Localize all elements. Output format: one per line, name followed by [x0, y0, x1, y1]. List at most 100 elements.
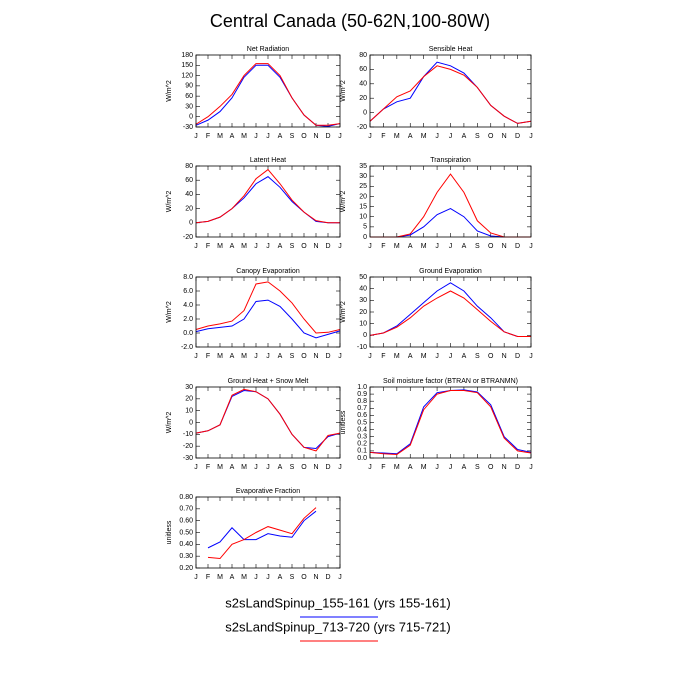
y-axis-label: W/m^2: [166, 191, 173, 213]
plot-frame: [369, 276, 532, 348]
y-tick-label: 0.3: [357, 434, 367, 441]
x-tick-label: F: [381, 353, 385, 360]
panel-title: Evaporative Fraction: [236, 488, 300, 495]
y-tick-label: 0.30: [179, 553, 193, 560]
x-tick-label: D: [515, 464, 520, 471]
y-tick-label: 0.20: [179, 565, 193, 572]
x-tick-label: J: [449, 243, 453, 250]
x-tick-label: J: [254, 464, 258, 471]
x-tick-label: J: [529, 133, 533, 140]
y-tick-label: 0.2: [357, 441, 367, 448]
y-tick-label: 5: [363, 224, 367, 231]
x-tick-label: D: [515, 133, 520, 140]
panel-title: Transpiration: [430, 157, 471, 164]
y-tick-label: 20: [359, 95, 367, 102]
x-tick-label: S: [290, 353, 295, 360]
x-tick-label: M: [241, 353, 247, 360]
x-tick-label: S: [475, 353, 480, 360]
x-tick-label: F: [206, 574, 210, 581]
x-tick-label: A: [230, 133, 235, 140]
data-line: [195, 168, 340, 224]
data-line: [207, 510, 317, 549]
x-tick-label: M: [394, 133, 400, 140]
panel-title: Ground Evaporation: [419, 268, 482, 275]
plot-frame: [195, 276, 341, 348]
x-tick-label: A: [462, 133, 467, 140]
x-tick-label: S: [475, 464, 480, 471]
y-tick-label: 150: [181, 62, 193, 69]
x-tick-label: A: [230, 243, 235, 250]
y-tick-label: 0.0: [183, 330, 193, 337]
x-tick-label: A: [278, 574, 283, 581]
y-tick-label: 20: [359, 309, 367, 316]
y-axis-label: W/m^2: [340, 80, 347, 102]
panel-title: Ground Heat + Snow Melt: [228, 378, 309, 385]
x-tick-label: M: [241, 133, 247, 140]
y-tick-label: 0.60: [179, 518, 193, 525]
x-tick-label: F: [381, 464, 385, 471]
y-tick-label: 30: [359, 297, 367, 304]
y-tick-label: 0: [189, 419, 193, 426]
x-tick-label: D: [515, 353, 520, 360]
x-tick-label: S: [290, 133, 295, 140]
y-tick-label: 35: [359, 163, 367, 170]
y-tick-label: 0: [363, 234, 367, 241]
y-tick-label: -20: [183, 234, 193, 241]
x-tick-label: M: [217, 464, 223, 471]
x-tick-label: O: [488, 243, 494, 250]
y-tick-label: 2.0: [183, 316, 193, 323]
y-tick-label: 1.0: [357, 384, 367, 391]
plot-frame: [369, 165, 532, 238]
y-tick-label: 60: [185, 177, 193, 184]
x-tick-label: N: [313, 353, 318, 360]
data-line: [370, 208, 531, 238]
x-tick-label: J: [194, 133, 198, 140]
x-tick-label: N: [502, 133, 507, 140]
panel-title: Soil moisture factor (BTRAN or BTRANMN): [383, 378, 518, 385]
x-tick-label: J: [338, 574, 342, 581]
x-tick-label: J: [266, 243, 270, 250]
x-tick-label: J: [254, 353, 258, 360]
plot-frame: [195, 386, 341, 459]
y-tick-label: 0: [363, 109, 367, 116]
x-tick-label: J: [338, 133, 342, 140]
y-tick-label: 120: [181, 72, 193, 79]
x-tick-label: M: [241, 574, 247, 581]
x-tick-label: M: [241, 464, 247, 471]
y-tick-label: 0.5: [357, 419, 367, 426]
y-tick-label: 0: [189, 114, 193, 121]
x-tick-label: J: [266, 133, 270, 140]
y-tick-label: 40: [359, 81, 367, 88]
x-tick-label: J: [194, 464, 198, 471]
x-tick-label: A: [278, 464, 283, 471]
y-tick-label: 0.70: [179, 506, 193, 513]
y-tick-label: 0: [189, 220, 193, 227]
y-tick-label: 0: [363, 332, 367, 339]
y-axis-label: W/m^2: [166, 301, 173, 323]
y-tick-label: 0.40: [179, 541, 193, 548]
y-tick-label: 20: [185, 205, 193, 212]
x-tick-label: J: [435, 464, 439, 471]
y-tick-label: 0.9: [357, 391, 367, 398]
x-tick-label: N: [502, 243, 507, 250]
y-tick-label: 50: [359, 274, 367, 281]
x-tick-label: A: [230, 353, 235, 360]
x-tick-label: N: [313, 464, 318, 471]
x-tick-label: F: [206, 464, 210, 471]
x-tick-label: J: [338, 464, 342, 471]
y-tick-label: -20: [183, 443, 193, 450]
x-tick-label: S: [475, 243, 480, 250]
data-line: [369, 61, 532, 124]
legend-label: s2sLandSpinup_155-161 (yrs 155-161): [225, 595, 451, 610]
x-tick-label: M: [217, 574, 223, 581]
legend-label: s2sLandSpinup_713-720 (yrs 715-721): [225, 619, 451, 634]
x-tick-label: J: [254, 574, 258, 581]
x-tick-label: N: [313, 133, 318, 140]
y-tick-label: 80: [359, 52, 367, 59]
y-tick-label: 0.7: [357, 405, 367, 412]
y-tick-label: 4.0: [183, 302, 193, 309]
y-tick-label: -20: [357, 124, 367, 131]
data-line: [207, 507, 317, 560]
figure-title: Central Canada (50-62N,100-80W): [210, 11, 490, 31]
y-tick-label: 10: [359, 321, 367, 328]
